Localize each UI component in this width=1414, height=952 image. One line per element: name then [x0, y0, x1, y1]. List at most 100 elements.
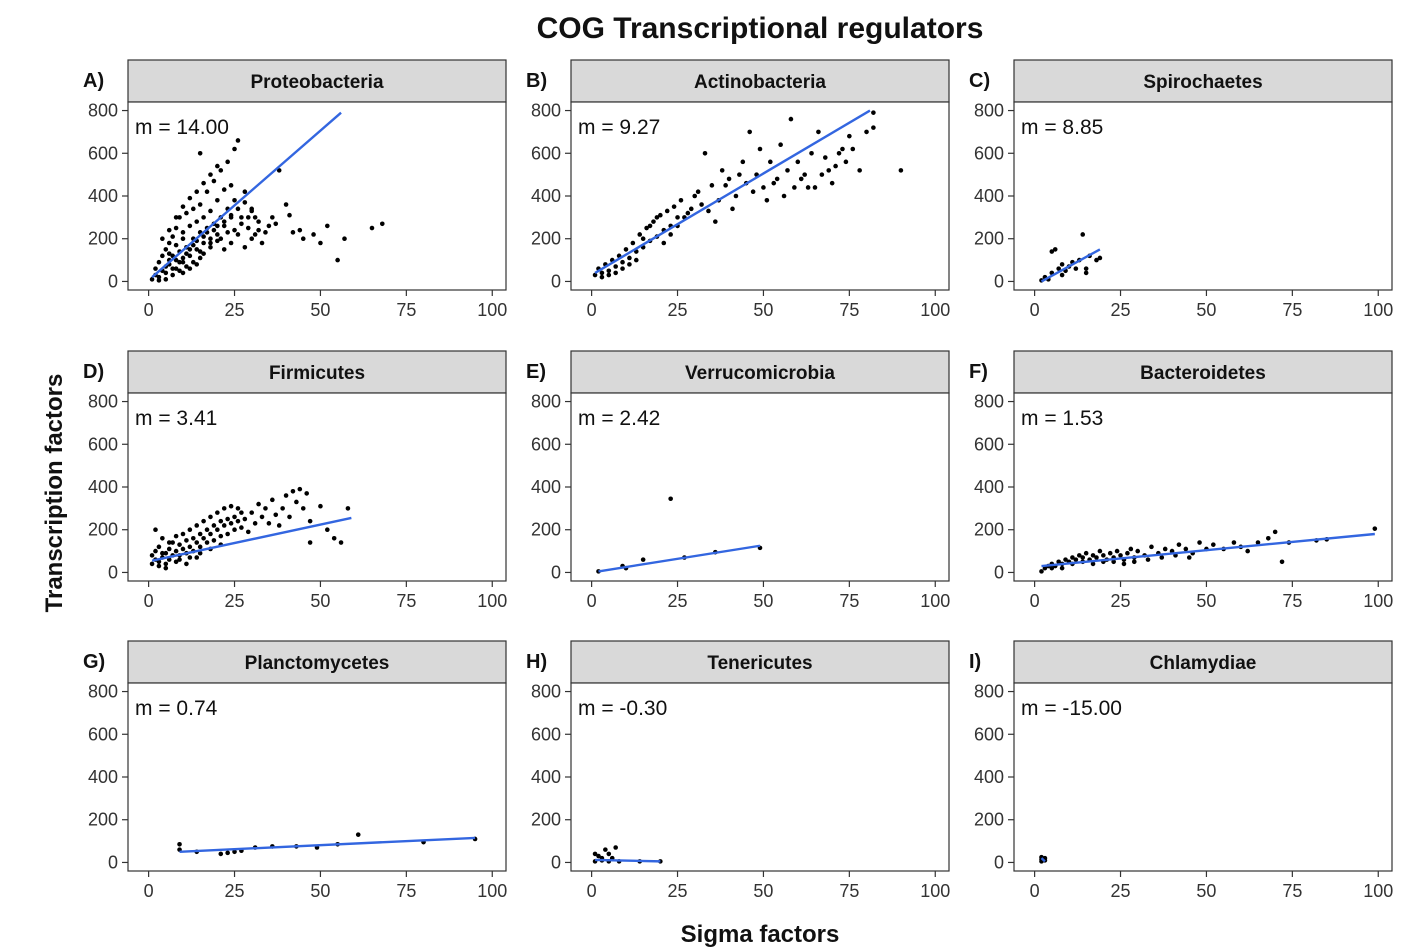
x-tick-label: 0 — [587, 300, 597, 320]
data-point — [307, 518, 313, 524]
y-tick-label: 200 — [974, 520, 1004, 540]
fit-line — [598, 544, 761, 573]
data-point — [266, 223, 272, 229]
y-tick-label: 800 — [531, 101, 561, 121]
data-point — [592, 272, 598, 278]
data-point — [215, 238, 220, 244]
fit-line — [594, 109, 871, 274]
data-point — [232, 197, 237, 203]
data-point — [654, 215, 660, 220]
y-tick-label: 600 — [531, 724, 561, 744]
y-tick-label: 0 — [551, 562, 561, 582]
slope-annotation: m = -0.30 — [578, 697, 667, 720]
data-point — [599, 270, 605, 276]
data-point — [1101, 553, 1106, 558]
x-tick-label: 0 — [144, 881, 154, 901]
data-point — [201, 234, 206, 239]
data-point — [850, 146, 856, 152]
panel-strip-label: Spirochaetes — [1143, 72, 1262, 93]
data-point — [232, 227, 237, 233]
data-point — [228, 212, 234, 218]
panel-strip-label: Firmicutes — [269, 363, 365, 384]
data-point — [228, 240, 234, 246]
panel-strip — [570, 59, 950, 103]
data-point — [201, 518, 206, 524]
slope-annotation: m = 0.74 — [135, 697, 218, 720]
data-point — [1149, 544, 1154, 550]
data-point — [300, 506, 306, 511]
data-point — [785, 168, 790, 173]
x-tick-label: 25 — [225, 881, 245, 901]
x-tick-label: 0 — [1030, 591, 1040, 611]
data-point — [249, 510, 255, 515]
data-point — [1094, 257, 1099, 263]
x-tick-label: 75 — [839, 300, 859, 320]
data-point — [290, 488, 296, 494]
data-point — [225, 516, 230, 522]
data-point — [630, 240, 636, 246]
data-point — [664, 208, 670, 214]
data-point — [242, 200, 248, 205]
panel-tag: G) — [83, 651, 105, 673]
data-point — [259, 514, 265, 520]
data-point — [252, 232, 258, 237]
data-point — [290, 230, 296, 235]
data-point — [726, 176, 732, 182]
x-tick-label: 25 — [668, 881, 688, 901]
data-point — [613, 270, 618, 276]
data-point — [1083, 550, 1089, 556]
data-point — [215, 223, 220, 229]
x-tick-label: 0 — [1030, 881, 1040, 901]
data-point — [661, 240, 667, 246]
y-tick-label: 200 — [88, 810, 118, 830]
data-point — [153, 548, 158, 554]
data-point — [675, 215, 680, 220]
data-point — [208, 531, 213, 537]
data-point — [1186, 555, 1192, 560]
data-point — [1059, 272, 1065, 278]
data-point — [166, 240, 172, 246]
data-point — [325, 527, 330, 533]
data-point — [637, 232, 643, 237]
data-point — [177, 557, 182, 562]
data-point — [239, 525, 244, 530]
data-point — [1049, 565, 1055, 571]
data-point — [335, 257, 340, 263]
x-tick-label: 75 — [839, 881, 859, 901]
data-point — [843, 159, 849, 165]
x-tick-label: 75 — [1282, 881, 1302, 901]
data-point — [242, 516, 248, 522]
data-point — [197, 544, 203, 550]
panel-tag: F) — [969, 361, 988, 383]
data-point — [166, 227, 172, 233]
data-point — [235, 506, 241, 511]
data-point — [1097, 255, 1103, 261]
data-point — [197, 150, 203, 156]
data-point — [201, 251, 206, 256]
data-point — [153, 527, 158, 533]
data-point — [723, 183, 728, 188]
x-tick-label: 100 — [920, 881, 950, 901]
data-point — [318, 240, 323, 246]
y-tick-label: 800 — [88, 682, 118, 702]
data-point — [788, 116, 794, 122]
panel-tag: C) — [969, 70, 990, 92]
data-point — [215, 510, 220, 515]
x-tick-label: 50 — [310, 300, 330, 320]
panel-plot-area — [127, 392, 507, 582]
data-point — [802, 172, 807, 177]
data-point — [1159, 555, 1165, 560]
data-point — [208, 514, 213, 520]
data-point — [1135, 548, 1141, 554]
data-point — [833, 163, 838, 169]
data-point — [177, 268, 182, 274]
y-tick-label: 800 — [974, 392, 1004, 412]
data-point — [379, 221, 385, 227]
data-point — [1111, 559, 1116, 565]
data-point — [283, 493, 289, 498]
data-point — [1052, 247, 1058, 252]
data-point — [184, 251, 189, 256]
slope-annotation: m = -15.00 — [1021, 697, 1122, 720]
data-point — [225, 230, 230, 235]
data-point — [822, 155, 828, 160]
